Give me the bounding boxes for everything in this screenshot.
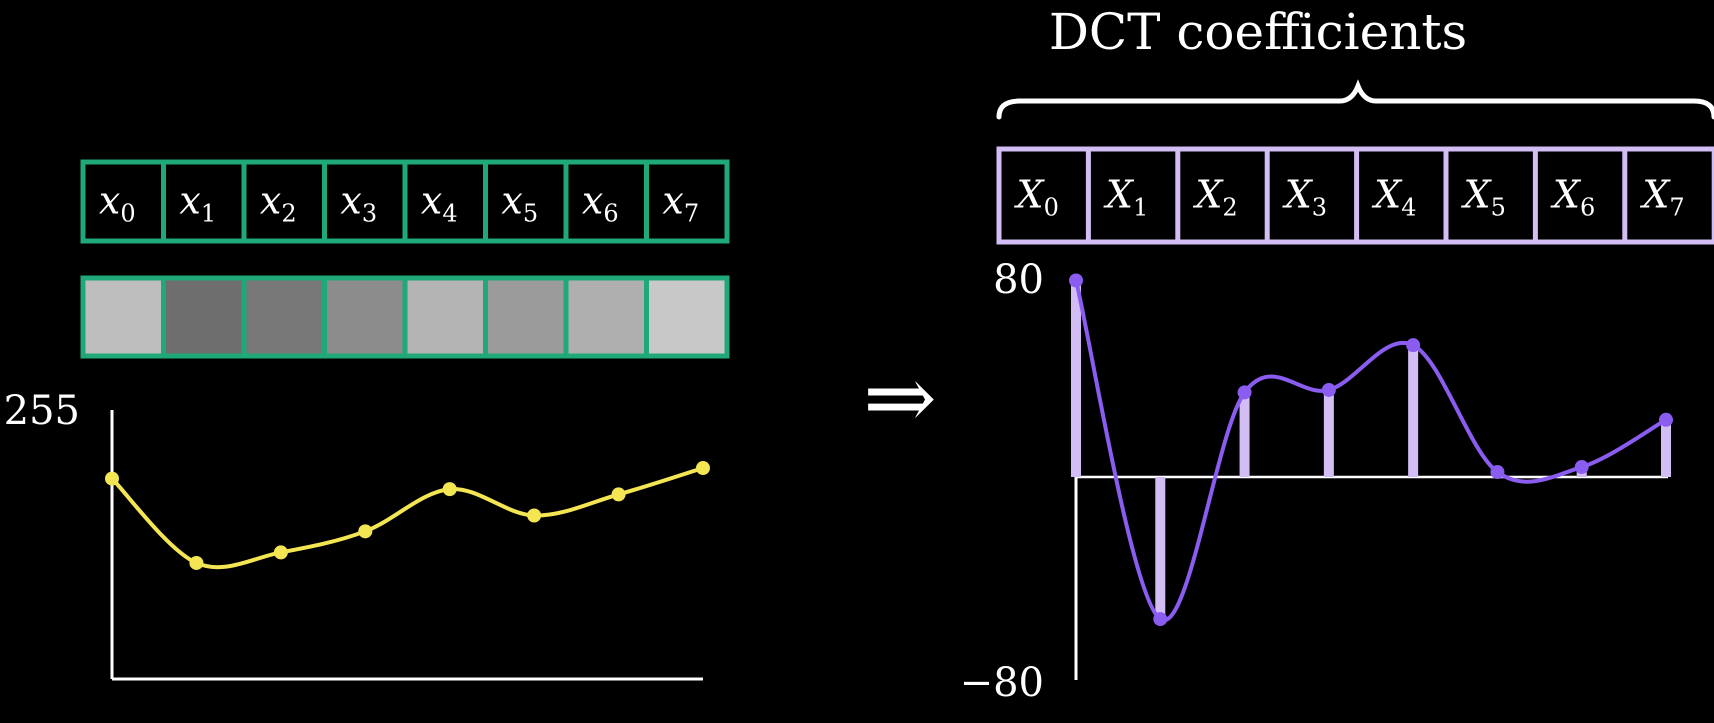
coefficient-point-7 (1659, 412, 1673, 427)
coefficient-point-1 (1153, 612, 1168, 627)
coefficient-bar-4 (1408, 345, 1419, 477)
coefficient-cell-5: X5 (1461, 173, 1506, 222)
coefficient-cell-symbol: X (1371, 173, 1403, 217)
coefficient-cell-index: 7 (1669, 194, 1684, 222)
coefficient-cell-symbol: X (1461, 173, 1493, 217)
signal-point-4 (442, 482, 457, 497)
pixel-swatch-4 (405, 278, 486, 356)
coefficient-cell-symbol: X (1550, 173, 1582, 217)
input-cell-0: x0 (99, 179, 136, 228)
input-cell-symbol: x (582, 179, 603, 223)
input-cell-symbol: x (501, 179, 522, 223)
signal-point-6 (611, 487, 626, 502)
pixel-swatch-3 (324, 278, 405, 356)
input-cell-3: x3 (340, 179, 377, 228)
signal-curve (110, 466, 704, 570)
input-cell-5: x5 (501, 179, 538, 228)
coefficient-bar-2 (1239, 392, 1250, 477)
dct-title: DCT coefficients (1049, 3, 1467, 61)
input-cell-index: 6 (603, 200, 618, 228)
coefficient-cell-symbol: X (1103, 173, 1135, 217)
pixel-swatch-0 (83, 278, 164, 356)
pixel-swatch-row (80, 275, 730, 359)
curly-brace (996, 79, 1714, 120)
signal-point-2 (273, 545, 288, 560)
signal-point-7 (696, 461, 710, 476)
coefficient-point-3 (1321, 382, 1336, 397)
coefficient-point-2 (1237, 385, 1252, 400)
coefficient-bar-7 (1661, 419, 1671, 477)
input-cell-symbol: x (179, 179, 200, 223)
coefficient-cell-index: 4 (1401, 194, 1416, 222)
coefficient-cell-0: X0 (1014, 173, 1059, 222)
coefficient-cell-index: 1 (1133, 194, 1148, 222)
signal-plot: 255 (4, 388, 710, 681)
coefficient-point-6 (1574, 460, 1589, 475)
signal-point-5 (527, 508, 542, 523)
input-cell-index: 7 (684, 200, 699, 228)
pixel-swatch-6 (566, 278, 647, 356)
signal-point-1 (189, 555, 204, 570)
signal-point-3 (358, 524, 373, 539)
input-cell-index: 5 (523, 200, 538, 228)
pixel-swatch-1 (163, 278, 244, 356)
coefficient-point-0 (1069, 273, 1083, 288)
pixel-swatch-5 (485, 278, 566, 356)
coefficient-cell-symbol: X (1014, 173, 1046, 217)
input-cell-index: 3 (362, 200, 377, 228)
input-cell-index: 2 (281, 200, 296, 228)
coefficient-point-4 (1406, 338, 1421, 353)
coefficient-bar-0 (1071, 280, 1081, 477)
input-cell-4: x4 (421, 179, 458, 228)
coefficient-cell-index: 6 (1580, 194, 1595, 222)
coefficient-cell-symbol: X (1192, 173, 1224, 217)
coefficient-y-min-label: −80 (960, 660, 1044, 706)
signal-y-max-label: 255 (4, 388, 80, 434)
input-cell-index: 4 (442, 200, 457, 228)
coefficient-cell-3: X3 (1282, 173, 1327, 222)
pixel-swatch-2 (244, 278, 325, 356)
pixel-swatch-7 (646, 278, 727, 356)
coefficient-cell-symbol: X (1639, 173, 1671, 217)
coefficient-cell-symbol: X (1282, 173, 1314, 217)
input-cell-2: x2 (260, 179, 297, 228)
coefficient-row: X0 X1 X2 X3 X4 X5 X6 X7 (996, 146, 1714, 245)
coefficient-cell-2: X2 (1192, 173, 1237, 222)
input-cell-symbol: x (340, 179, 361, 223)
coefficient-cell-4: X4 (1371, 173, 1416, 222)
input-cell-index: 1 (201, 200, 216, 228)
input-cell-symbol: x (99, 179, 120, 223)
coefficient-cell-1: X1 (1103, 173, 1148, 222)
signal-point-0 (105, 471, 119, 486)
input-cell-symbol: x (662, 179, 683, 223)
coefficient-plot: 80 −80 (960, 257, 1673, 706)
input-cell-6: x6 (582, 179, 619, 228)
coefficient-cell-index: 0 (1044, 194, 1059, 222)
input-cell-symbol: x (421, 179, 442, 223)
coefficient-bar-1 (1155, 477, 1166, 620)
input-cell-index: 0 (120, 200, 135, 228)
coefficient-cell-6: X6 (1550, 173, 1595, 222)
input-cell-7: x7 (662, 179, 699, 228)
coefficient-cell-index: 5 (1491, 194, 1506, 222)
coefficient-cell-index: 3 (1312, 194, 1327, 222)
input-sample-row: x0 x1 x2 x3 x4 x5 x6 x7 (80, 159, 730, 244)
input-cell-1: x1 (179, 179, 216, 228)
coefficient-bar-3 (1323, 389, 1334, 477)
implies-arrow-icon: ⇒ (863, 346, 937, 449)
coefficient-cell-index: 2 (1222, 194, 1237, 222)
coefficient-point-5 (1490, 465, 1505, 480)
coefficient-y-max-label: 80 (993, 257, 1044, 303)
input-cell-symbol: x (260, 179, 281, 223)
coefficient-cell-7: X7 (1639, 173, 1684, 222)
